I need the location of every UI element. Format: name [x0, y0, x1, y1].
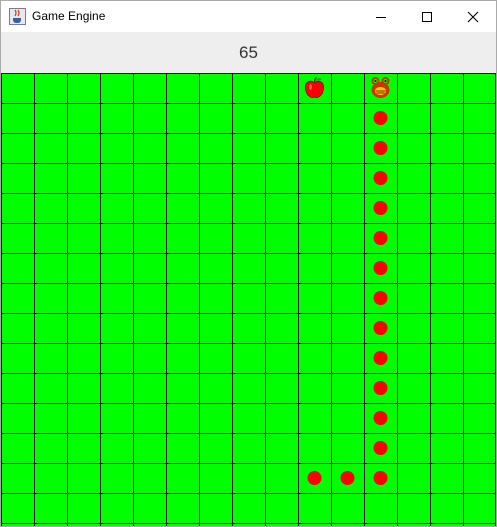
snake-body-segment [373, 291, 388, 305]
sprites [305, 76, 390, 485]
close-icon [467, 11, 479, 22]
window-title: Game Engine [32, 9, 106, 23]
title-bar[interactable]: Game Engine [1, 1, 496, 32]
board-background [1, 73, 496, 526]
game-board-canvas [1, 73, 496, 526]
snake-head-icon [371, 77, 390, 98]
grid-lines [1, 73, 496, 526]
snake-body-segment [373, 351, 388, 365]
snake-body-segment [373, 171, 388, 185]
snake-body-segment [373, 111, 388, 125]
java-cup-icon [9, 8, 26, 25]
snake-body-segment [373, 441, 388, 455]
maximize-icon [422, 11, 432, 22]
game-board[interactable] [1, 73, 496, 526]
maximize-button[interactable] [404, 1, 450, 32]
snake-body-segment [340, 471, 355, 485]
snake-body-segment [373, 141, 388, 155]
snake-body-segment [373, 201, 388, 215]
score-value: 65 [239, 43, 258, 62]
close-button[interactable] [450, 1, 496, 32]
apple-icon [305, 76, 324, 98]
minimize-button[interactable] [358, 1, 404, 32]
snake-body-segment [307, 471, 322, 485]
snake-body-segment [373, 471, 388, 485]
snake-body-segment [373, 321, 388, 335]
score-bar: 65 [1, 32, 496, 73]
snake-body-segment [373, 381, 388, 395]
snake-body-segment [373, 261, 388, 275]
minimize-icon [376, 16, 386, 18]
snake-body-segment [373, 411, 388, 425]
snake-body-segment [373, 231, 388, 245]
